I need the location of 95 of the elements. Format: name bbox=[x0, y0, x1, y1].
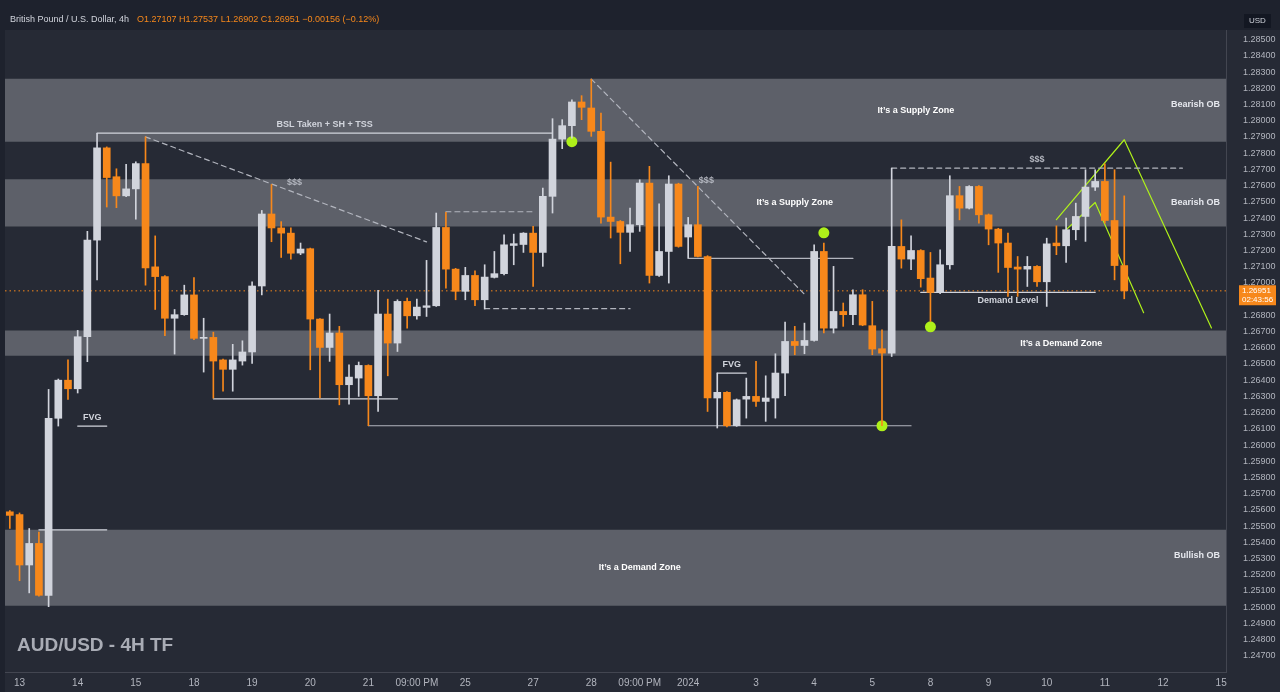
chart-title: British Pound / U.S. Dollar, 4h bbox=[10, 14, 130, 24]
chart-subtitle: O1.27107 H1.27537 L1.26902 C1.26951 −0.00156 (−0.12%) bbox=[137, 14, 380, 24]
x-tick-label: 5 bbox=[869, 676, 876, 688]
y-tick-label: 1.27800 bbox=[1243, 147, 1276, 158]
y-tick-label: 1.27900 bbox=[1243, 131, 1276, 142]
annotation: Bullish OB bbox=[1174, 550, 1221, 561]
y-tick-label: 1.28500 bbox=[1243, 34, 1276, 45]
y-tick-label: 1.26700 bbox=[1243, 326, 1276, 337]
y-tick-label: 1.26100 bbox=[1243, 423, 1276, 434]
y-tick-label: 1.25400 bbox=[1243, 536, 1276, 547]
y-tick-label: 1.25600 bbox=[1243, 504, 1276, 515]
y-tick-label: 1.26200 bbox=[1243, 407, 1276, 418]
y-tick-label: 1.27300 bbox=[1243, 228, 1276, 239]
candlestick bbox=[509, 233, 518, 266]
series-label: $$$ bbox=[1029, 154, 1045, 165]
x-tick-label: 8 bbox=[927, 676, 934, 688]
y-tick-label: 1.27200 bbox=[1243, 244, 1276, 255]
candlestick bbox=[742, 377, 751, 419]
series-label: Demand Level bbox=[977, 295, 1039, 306]
x-tick-label: 09:00 PM bbox=[395, 676, 439, 688]
candlestick bbox=[122, 163, 130, 197]
series-label: BSL Taken + SH + TSS bbox=[276, 119, 373, 130]
y-tick-label: 1.25700 bbox=[1243, 488, 1276, 499]
series-label: FVG bbox=[82, 412, 102, 423]
candlestick bbox=[6, 510, 14, 529]
x-tick-label: 14 bbox=[72, 676, 84, 688]
candlestick bbox=[64, 359, 72, 400]
y-tick-label: 1.28300 bbox=[1243, 66, 1276, 77]
x-tick-label: 2024 bbox=[677, 676, 700, 688]
series-label: FVG bbox=[722, 359, 742, 370]
band-label: It’s a Supply Zone bbox=[877, 104, 955, 115]
y-tick-label: 1.25800 bbox=[1243, 471, 1276, 482]
x-tick-label: 25 bbox=[459, 676, 472, 688]
y-tick-label: 1.24900 bbox=[1243, 617, 1276, 628]
x-tick-label: 09:00 PM bbox=[618, 676, 662, 688]
y-tick-label: 1.27700 bbox=[1243, 163, 1276, 174]
y-tick-label: 1.28000 bbox=[1243, 115, 1276, 126]
y-tick-label: 1.27400 bbox=[1243, 212, 1276, 223]
point bbox=[566, 136, 578, 148]
point bbox=[924, 321, 936, 333]
x-tick-label: 4 bbox=[811, 676, 818, 688]
y-tick-label: 1.26400 bbox=[1243, 374, 1276, 385]
series-label: $$$ bbox=[287, 177, 303, 188]
y-tick-label: 1.28100 bbox=[1243, 99, 1276, 110]
x-tick-label: 28 bbox=[585, 676, 598, 688]
y-tick-label: 1.26000 bbox=[1243, 439, 1276, 450]
x-tick-label: 18 bbox=[188, 676, 200, 688]
ref-line-label: 1.26951 02:43:56 bbox=[1242, 286, 1274, 304]
y-tick-label: 1.25000 bbox=[1243, 601, 1276, 612]
y-tick-label: 1.26800 bbox=[1243, 309, 1276, 320]
x-tick-label: 15 bbox=[1215, 676, 1228, 688]
x-tick-label: 15 bbox=[130, 676, 142, 688]
y-tick-label: 1.26600 bbox=[1243, 342, 1276, 353]
candlestick bbox=[626, 207, 634, 252]
y-tick-label: 1.28200 bbox=[1243, 82, 1276, 93]
y-tick-label: 1.25900 bbox=[1243, 455, 1276, 466]
series-label: $$$ bbox=[698, 174, 714, 185]
band-label: It’s a Demand Zone bbox=[598, 562, 681, 573]
x-tick-label: 27 bbox=[527, 676, 540, 688]
y-tick-label: 1.27000 bbox=[1243, 277, 1276, 288]
x-tick-label: 10 bbox=[1041, 676, 1053, 688]
candlestick bbox=[151, 235, 160, 310]
band-label: It’s a Demand Zone bbox=[1020, 337, 1103, 348]
candlestick bbox=[907, 235, 915, 271]
candlestick bbox=[790, 326, 799, 356]
y-tick-label: 1.27100 bbox=[1243, 261, 1276, 272]
annotation: Bearish OB bbox=[1170, 99, 1221, 110]
y-tick-label: 1.24700 bbox=[1243, 650, 1276, 661]
y-tick-label: 1.27600 bbox=[1243, 180, 1276, 191]
y-tick-label: 1.24800 bbox=[1243, 634, 1276, 645]
y-tick-label: 1.26300 bbox=[1243, 390, 1276, 401]
y-tick-label: 1.25500 bbox=[1243, 520, 1276, 531]
annotation: AUD/USD - 4H TF bbox=[17, 634, 174, 656]
y-tick-label: 1.25200 bbox=[1243, 569, 1276, 580]
y-tick-label: 1.25100 bbox=[1243, 585, 1276, 596]
band-label: It’s a Supply Zone bbox=[756, 197, 834, 208]
y-tick-label: 1.27500 bbox=[1243, 196, 1276, 207]
candlestick bbox=[839, 302, 848, 327]
candlestick bbox=[228, 344, 237, 392]
candlestick bbox=[752, 361, 760, 407]
x-tick-label: 11 bbox=[1099, 676, 1111, 688]
y-tick-label: 1.28400 bbox=[1243, 50, 1276, 61]
candlestick bbox=[761, 375, 770, 422]
y-tick-label: 1.25300 bbox=[1243, 553, 1276, 563]
x-tick-label: 13 bbox=[13, 676, 26, 688]
x-tick-label: 21 bbox=[362, 676, 375, 688]
x-tick-label: 3 bbox=[753, 676, 760, 688]
annotation: Bearish OB bbox=[1170, 197, 1221, 208]
y-axis-title: USD bbox=[1244, 14, 1271, 28]
x-tick-label: 19 bbox=[246, 676, 259, 688]
x-tick-label: 9 bbox=[985, 676, 992, 688]
y-tick-label: 1.26500 bbox=[1243, 358, 1276, 369]
x-tick-label: 20 bbox=[304, 676, 317, 688]
point bbox=[818, 227, 830, 239]
x-tick-label: 12 bbox=[1157, 676, 1170, 688]
